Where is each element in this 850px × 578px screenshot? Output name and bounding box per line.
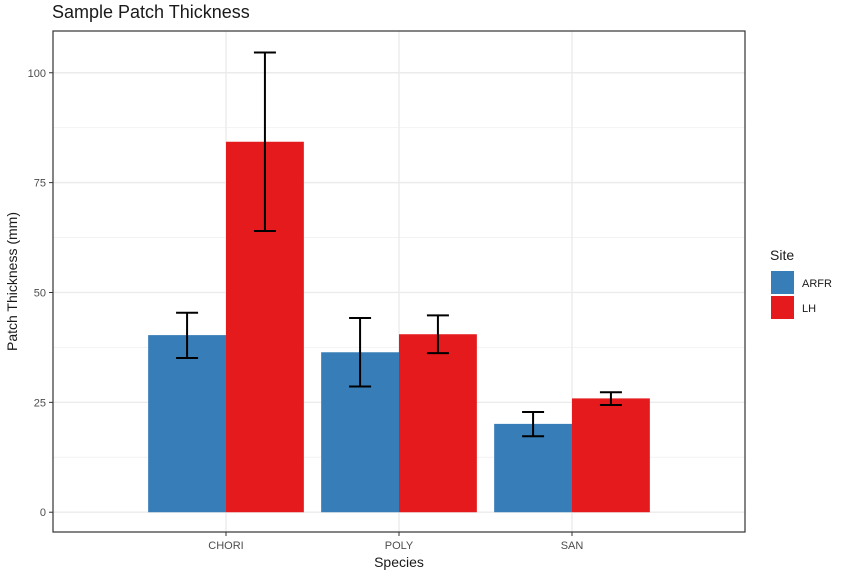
legend-key-lh [771,296,794,319]
x-axis-title: Species [374,554,424,570]
chart-title: Sample Patch Thickness [52,2,250,22]
bar-arfr-chori [148,335,226,513]
bar-layer [148,141,650,513]
y-tick-label: 0 [40,507,46,519]
errorbar-arfr-san [522,411,545,438]
y-tick-label: 100 [28,68,46,80]
bar-lh-poly [399,334,477,513]
legend: Site ARFR LH [770,247,832,319]
errorbar-layer [176,51,622,438]
errorbar-lh-poly [426,314,449,355]
axis-layer: 0 25 50 75 100 CHORI POLY SAN [28,68,584,552]
errorbar-arfr-poly [349,316,372,388]
y-tick-label: 50 [34,287,46,299]
y-axis-title: Patch Thickness (mm) [4,212,20,351]
x-tick-label: SAN [561,540,584,552]
legend-label-lh: LH [802,303,816,315]
y-tick-label: 75 [34,178,46,190]
bar-lh-san [572,398,650,513]
x-tick-label: CHORI [208,540,243,552]
legend-key-arfr [771,271,794,294]
y-tick-label: 25 [34,397,46,409]
x-tick-label: POLY [385,540,414,552]
errorbar-lh-san [599,391,622,406]
errorbar-arfr-chori [176,311,199,359]
errorbar-lh-chori [253,51,276,232]
legend-title: Site [770,247,794,263]
legend-label-arfr: ARFR [802,278,832,290]
bar-arfr-san [494,423,572,513]
